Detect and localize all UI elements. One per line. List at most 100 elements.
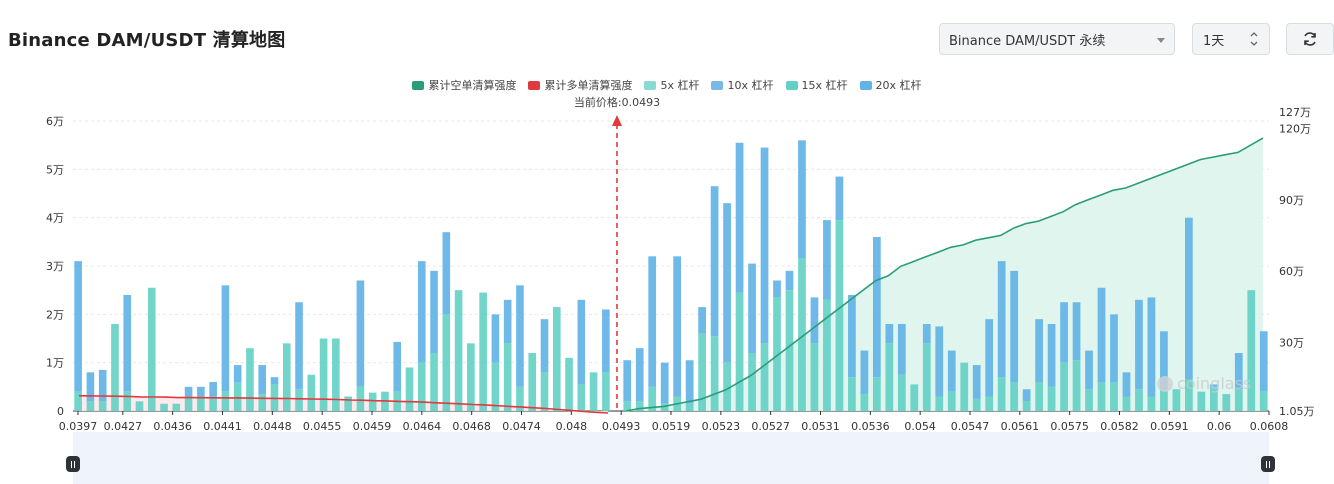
long-liq-bar-15x <box>209 396 217 411</box>
watermark: coinglass <box>1157 374 1251 393</box>
long-liq-bar-20x <box>258 365 267 395</box>
long-liq-bar-15x <box>221 391 230 411</box>
period-select[interactable]: 1天 <box>1192 23 1270 55</box>
y-tick-label-left: 1万 <box>46 357 64 370</box>
long-liq-bar-15x <box>246 348 254 411</box>
short-liq-bar-20x <box>648 256 657 387</box>
long-liq-bar-20x <box>86 372 95 402</box>
short-liq-bar-20x <box>1147 297 1156 397</box>
x-tick-label: 0.0536 <box>851 420 890 433</box>
long-liq-bar-20x <box>74 261 82 392</box>
legend-swatch <box>412 80 425 90</box>
short-liq-bar-15x <box>635 401 644 411</box>
long-liq-bar-15x <box>528 353 537 411</box>
short-liq-bar-20x <box>922 324 931 344</box>
y-tick-label-left: 2万 <box>46 308 64 321</box>
short-liq-bar-20x <box>710 186 719 337</box>
zoom-handle-right[interactable] <box>1261 456 1275 472</box>
short-liq-bar-15x <box>835 220 844 411</box>
long-liq-bar-15x <box>295 389 303 411</box>
long-liq-bar-15x <box>344 396 352 411</box>
short-liq-bar-15x <box>823 299 831 411</box>
legend-swatch <box>644 80 657 90</box>
short-liq-bar-15x <box>648 386 657 411</box>
short-liq-bar-20x <box>1085 350 1093 390</box>
long-liq-bar-20x <box>491 314 500 363</box>
long-liq-bar-20x <box>430 270 438 353</box>
x-tick-label: 0.0547 <box>951 420 990 433</box>
refresh-icon <box>1304 32 1316 46</box>
short-liq-bar-15x <box>1060 362 1068 411</box>
zoom-slider[interactable] <box>73 432 1269 484</box>
long-liq-bar-20x <box>442 232 451 315</box>
long-liq-bar-15x <box>98 401 107 411</box>
legend-item[interactable]: 累计空单清算强度 <box>412 77 516 93</box>
short-liq-bar-15x <box>922 343 931 411</box>
y-tick-label-right: 127万 <box>1279 106 1311 119</box>
legend-label: 15x 杠杆 <box>801 79 848 92</box>
short-liq-bar-20x <box>947 350 956 392</box>
legend-item[interactable]: 累计多单清算强度 <box>528 77 632 93</box>
x-tick-label: 0.0464 <box>403 420 442 433</box>
x-tick-label: 0.0523 <box>702 420 741 433</box>
short-liq-bar-20x <box>860 350 869 395</box>
short-liq-bar-15x <box>872 377 881 411</box>
short-liq-bar-15x <box>960 362 969 411</box>
short-liq-bar-15x <box>710 336 719 411</box>
long-liq-bar-20x <box>540 319 549 373</box>
legend-item[interactable]: 10x 杠杆 <box>711 77 774 93</box>
pair-select[interactable]: Binance DAM/USDT 永续 <box>939 23 1175 55</box>
x-tick-label: 0.0441 <box>203 420 242 433</box>
long-liq-bar-15x <box>417 362 426 411</box>
short-liq-bar-15x <box>798 258 806 411</box>
y-tick-label-right: 1.05万 <box>1279 405 1315 418</box>
long-liq-bar-20x <box>516 285 524 387</box>
short-liq-bar-15x <box>997 377 1006 411</box>
short-liq-bar-20x <box>735 142 744 293</box>
period-select-value: 1天 <box>1203 33 1225 49</box>
short-liq-bar-15x <box>1035 382 1043 411</box>
zoom-handle-left[interactable] <box>66 456 80 472</box>
legend-label: 累计多单清算强度 <box>544 79 633 92</box>
current-price-label: 当前价格:0.0493 <box>573 96 661 109</box>
long-liq-bar-20x <box>417 261 426 363</box>
short-liq-bar-20x <box>798 140 806 259</box>
legend-swatch <box>711 80 724 90</box>
short-liq-bar-15x <box>1172 389 1181 411</box>
long-liq-bar-20x <box>184 386 193 397</box>
short-liq-bar-20x <box>623 360 632 402</box>
short-liq-bar-20x <box>935 326 944 397</box>
x-tick-label: 0.0459 <box>353 420 392 433</box>
long-liq-bar-15x <box>282 343 291 411</box>
long-liq-bar-20x <box>221 285 230 392</box>
y-tick-label-right: 90万 <box>1279 194 1304 207</box>
current-price-arrow <box>612 115 622 126</box>
long-liq-bar-20x <box>577 299 586 385</box>
long-liq-bar-15x <box>111 324 119 411</box>
legend-swatch <box>528 80 541 90</box>
legend-item[interactable]: 20x 杠杆 <box>859 77 922 93</box>
long-liq-bar-15x <box>332 338 340 411</box>
long-liq-bar-15x <box>233 382 242 411</box>
long-liq-bar-20x <box>270 377 279 385</box>
short-liq-bar-20x <box>1185 217 1193 380</box>
x-tick-label: 0.0531 <box>801 420 840 433</box>
refresh-button[interactable] <box>1286 23 1334 55</box>
short-liq-bar-20x <box>1072 302 1081 361</box>
short-liq-bar-20x <box>723 203 731 363</box>
short-liq-bar-15x <box>623 401 632 411</box>
long-liq-bar-20x <box>98 369 107 402</box>
long-liq-bar-15x <box>74 391 82 411</box>
short-liq-bar-20x <box>1259 331 1268 392</box>
short-liq-bar-20x <box>1209 384 1218 387</box>
short-liq-bar-20x <box>660 362 669 404</box>
legend-item[interactable]: 15x 杠杆 <box>785 77 848 93</box>
x-tick-label: 0.0561 <box>1001 420 1040 433</box>
up-down-arrows-icon <box>1250 32 1258 46</box>
short-liq-bar-15x <box>1122 396 1131 411</box>
short-liq-bar-15x <box>735 292 744 411</box>
short-liq-bar-15x <box>660 403 669 411</box>
legend-item[interactable]: 5x 杠杆 <box>644 77 699 93</box>
long-liq-bar-15x <box>197 396 205 411</box>
